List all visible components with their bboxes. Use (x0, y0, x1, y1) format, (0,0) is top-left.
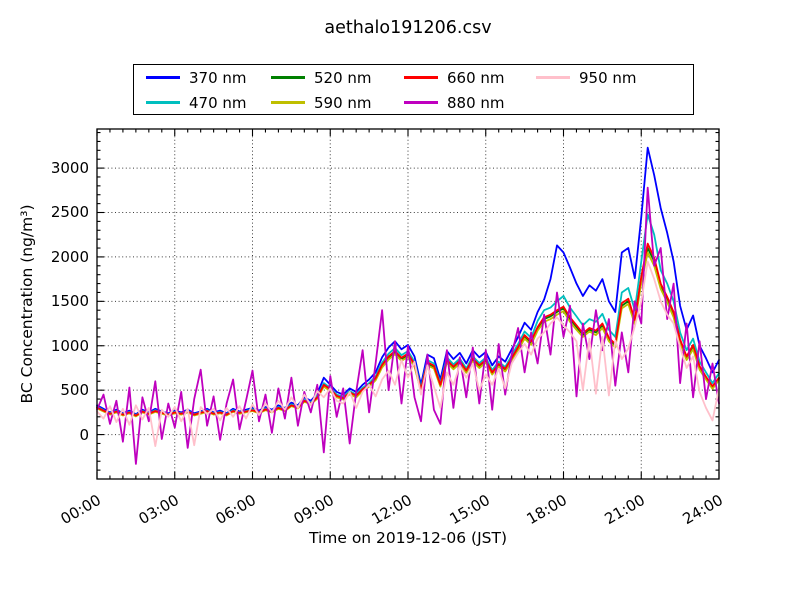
legend-line-950nm-icon (536, 76, 570, 79)
legend-label-590nm: 590 nm (314, 93, 372, 112)
legend-column-3: 660 nm 880 nm (404, 65, 505, 115)
chart-title: aethalo191206.csv (324, 18, 492, 38)
legend: 370 nm 470 nm 520 nm 590 nm 660 nm (133, 64, 694, 115)
legend-item-880nm: 880 nm (404, 90, 505, 115)
y-tick-label-1000: 1000 (51, 337, 89, 355)
series-line-880nm (96, 186, 720, 465)
legend-label-370nm: 370 nm (189, 68, 247, 87)
y-tick-label-2500: 2500 (51, 203, 89, 221)
x-tick-label-5: 15:00 (447, 491, 493, 528)
y-tick-label-1500: 1500 (51, 292, 89, 310)
x-axis-label: Time on 2019-12-06 (JST) (308, 529, 508, 547)
legend-column-2: 520 nm 590 nm (271, 65, 372, 115)
legend-line-370nm-icon (146, 76, 180, 79)
legend-label-950nm: 950 nm (579, 68, 637, 87)
legend-line-470nm-icon (146, 101, 180, 104)
legend-column-4: 950 nm (536, 65, 637, 90)
legend-label-520nm: 520 nm (314, 68, 372, 87)
legend-column-1: 370 nm 470 nm (146, 65, 247, 115)
x-tick-label-4: 12:00 (369, 491, 415, 528)
legend-item-660nm: 660 nm (404, 65, 505, 90)
legend-line-590nm-icon (271, 101, 305, 104)
y-tick-label-2000: 2000 (51, 248, 89, 266)
x-tick-label-1: 03:00 (136, 491, 182, 528)
y-tick-label-500: 500 (60, 381, 89, 399)
legend-label-470nm: 470 nm (189, 93, 247, 112)
series-lines (96, 146, 720, 465)
series-line-660nm (96, 242, 720, 417)
y-tick-labels: 0 500 1000 1500 2000 2500 3000 (51, 159, 89, 444)
legend-item-470nm: 470 nm (146, 90, 247, 115)
x-tick-labels: 00:00 03:00 06:00 09:00 12:00 15:00 18:0… (58, 491, 726, 528)
legend-label-880nm: 880 nm (447, 93, 505, 112)
legend-line-880nm-icon (404, 101, 438, 104)
x-tick-label-0: 00:00 (58, 491, 104, 528)
plot-border (96, 128, 720, 480)
legend-line-660nm-icon (404, 76, 438, 79)
legend-item-370nm: 370 nm (146, 65, 247, 90)
x-tick-label-7: 21:00 (602, 491, 648, 528)
legend-item-590nm: 590 nm (271, 90, 372, 115)
x-tick-label-2: 06:00 (213, 491, 259, 528)
series-line-950nm (96, 260, 720, 448)
legend-item-520nm: 520 nm (271, 65, 372, 90)
legend-label-660nm: 660 nm (447, 68, 505, 87)
x-tick-label-6: 18:00 (524, 491, 570, 528)
legend-line-520nm-icon (271, 76, 305, 79)
y-tick-label-0: 0 (79, 426, 89, 444)
x-tick-label-8: 24:00 (680, 491, 726, 528)
legend-item-950nm: 950 nm (536, 65, 637, 90)
y-tick-label-3000: 3000 (51, 159, 89, 177)
x-tick-label-3: 09:00 (291, 491, 337, 528)
